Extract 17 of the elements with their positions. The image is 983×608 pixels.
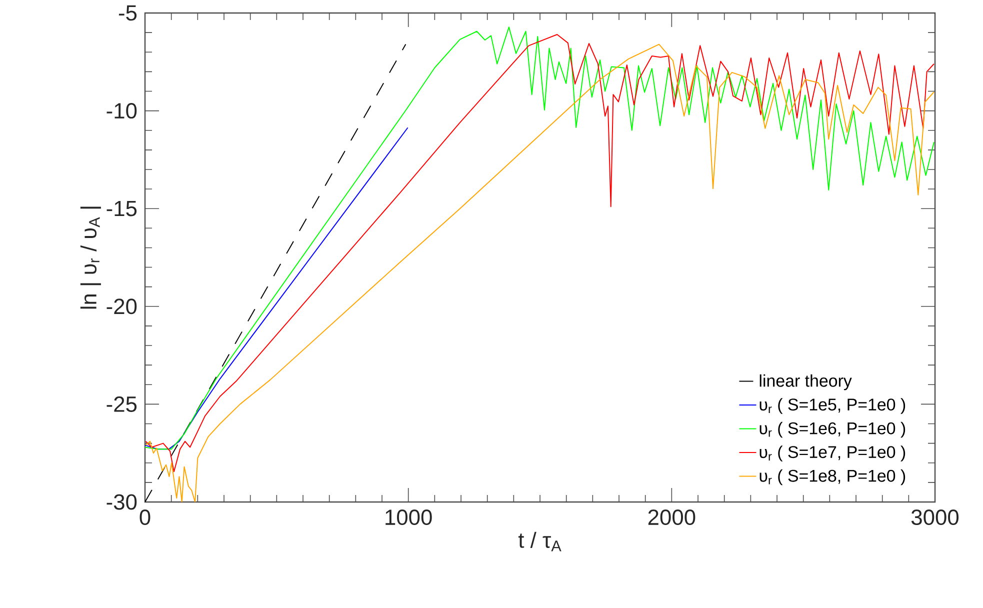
legend-label: υ$_{r}$ ( S=1e5, P=1e0 ) — [760, 398, 906, 414]
y-tick-label: -25 — [106, 396, 137, 412]
x-tick-label: 1000 — [386, 510, 432, 526]
y-tick-label: -20 — [106, 298, 137, 314]
y-tick-label: -10 — [106, 103, 137, 119]
y-axis-title: ln | υ$_{r}$ / υ$_{A}$ | — [80, 206, 101, 309]
legend-label: υ$_{r}$ ( S=1e8, P=1e0 ) — [760, 469, 906, 486]
legend-label: linear theory — [760, 374, 852, 390]
legend-label: υ$_{r}$ ( S=1e7, P=1e0 ) — [760, 446, 906, 462]
legend-label: υ$_{r}$ ( S=1e6, P=1e0 ) — [760, 422, 906, 438]
y-tick-label: -5 — [118, 5, 137, 21]
x-tick-label: 0 — [140, 510, 150, 526]
x-tick-label: 3000 — [911, 510, 959, 526]
y-tick-label: -15 — [106, 200, 137, 216]
x-tick-label: 2000 — [648, 510, 696, 526]
y-tick-label: -30 — [106, 494, 137, 510]
x-axis-title: t / τ$_{A}$ — [518, 532, 562, 552]
